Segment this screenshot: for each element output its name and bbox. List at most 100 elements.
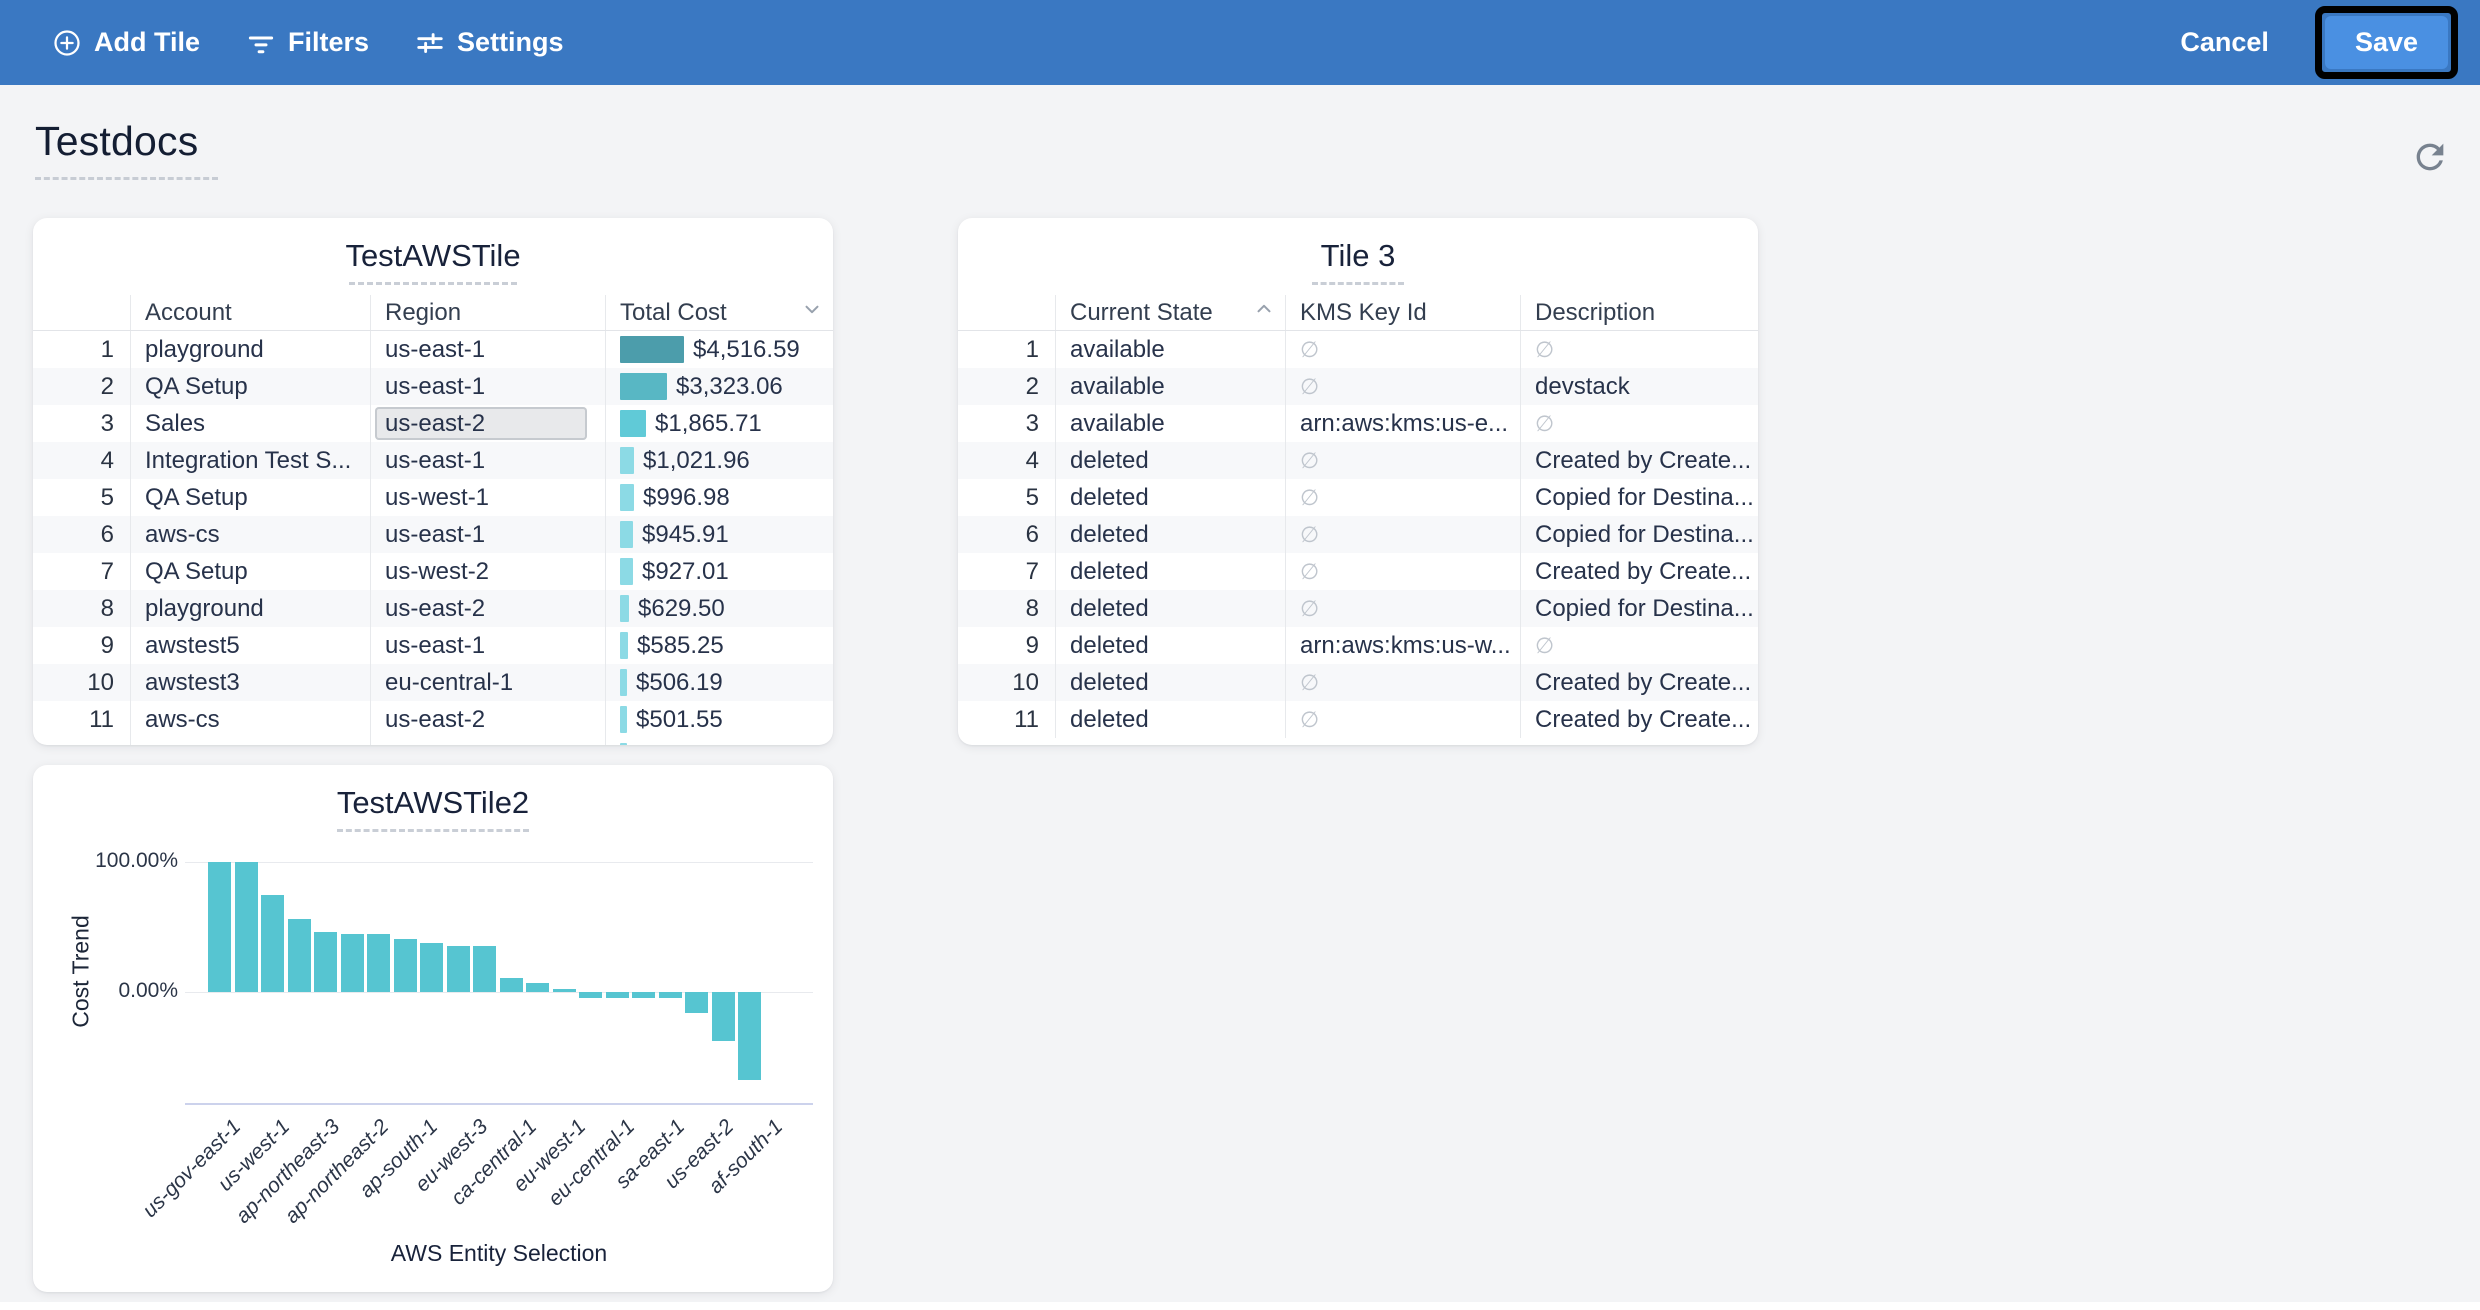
tile-title[interactable]: TestAWSTile2	[336, 785, 530, 820]
account-cell[interactable]: playground	[130, 590, 370, 627]
region-cell[interactable]: us-east-2	[370, 405, 605, 442]
kms-key-id-cell[interactable]: arn:aws:kms:us-w...	[1285, 627, 1520, 664]
kms-key-id-cell[interactable]: ∅	[1285, 331, 1520, 368]
kms-key-id-cell[interactable]: ∅	[1285, 664, 1520, 701]
tile-testawstile[interactable]: TestAWSTile Account Region Total Cost 1 play…	[33, 218, 833, 745]
current-state-cell[interactable]: available	[1055, 331, 1285, 368]
bar[interactable]	[446, 945, 470, 992]
total-cost-cell[interactable]: $1,021.96	[605, 442, 833, 479]
column-header-description[interactable]: Description	[1520, 295, 1758, 330]
account-cell[interactable]: awstest3	[130, 664, 370, 701]
region-cell[interactable]: us-east-1	[370, 331, 605, 368]
total-cost-cell[interactable]: $927.01	[605, 553, 833, 590]
total-cost-cell[interactable]: $996.98	[605, 479, 833, 516]
region-cell[interactable]: us-west-2	[370, 553, 605, 590]
account-cell[interactable]: QA Setup	[130, 479, 370, 516]
account-cell[interactable]: awstest5	[130, 627, 370, 664]
total-cost-cell[interactable]: $501.55	[605, 701, 833, 738]
kms-key-id-cell[interactable]: ∅	[1285, 590, 1520, 627]
description-cell[interactable]: ∅	[1520, 627, 1758, 664]
account-cell[interactable]: Integration Test S...	[130, 442, 370, 479]
column-header-current-state[interactable]: Current State	[1055, 295, 1285, 330]
bar[interactable]	[261, 895, 284, 992]
description-cell[interactable]: ∅	[1520, 331, 1758, 368]
total-cost-cell[interactable]: $585.25	[605, 627, 833, 664]
tile-title[interactable]: TestAWSTile	[345, 238, 521, 273]
kms-key-id-cell[interactable]: ∅	[1285, 516, 1520, 553]
tile-testawstile2[interactable]: TestAWSTile2 100.00% 0.00% Cost Trend us-go…	[33, 765, 833, 1292]
description-cell[interactable]: Created by Create...	[1520, 664, 1758, 701]
region-cell[interactable]: eu-central-1	[370, 664, 605, 701]
cancel-button[interactable]: Cancel	[2174, 26, 2275, 59]
page-title[interactable]: Testdocs	[35, 118, 199, 164]
account-cell[interactable]: playground	[130, 331, 370, 368]
region-cell[interactable]: us-east-1	[370, 627, 605, 664]
current-state-cell[interactable]: deleted	[1055, 516, 1285, 553]
description-cell[interactable]: Copied for Destina...	[1520, 479, 1758, 516]
bar[interactable]	[738, 992, 761, 1080]
tile-title[interactable]: Tile 3	[1320, 238, 1396, 273]
kms-key-id-cell[interactable]: ∅	[1285, 701, 1520, 738]
total-cost-cell[interactable]: $1,865.71	[605, 405, 833, 442]
refresh-button[interactable]	[2408, 136, 2452, 180]
total-cost-cell[interactable]: $629.50	[605, 590, 833, 627]
bar[interactable]	[393, 938, 417, 992]
selected-cell[interactable]: us-east-2	[375, 407, 587, 440]
bar[interactable]	[234, 862, 258, 992]
bar[interactable]	[526, 982, 549, 992]
account-cell[interactable]: Sales	[130, 405, 370, 442]
bar[interactable]	[208, 862, 231, 992]
current-state-cell[interactable]: deleted	[1055, 627, 1285, 664]
current-state-cell[interactable]: deleted	[1055, 664, 1285, 701]
current-state-cell[interactable]: deleted	[1055, 553, 1285, 590]
kms-key-id-cell[interactable]: ∅	[1285, 479, 1520, 516]
total-cost-cell[interactable]: $506.19	[605, 664, 833, 701]
add-tile-button[interactable]: Add Tile	[52, 27, 200, 58]
bar[interactable]	[605, 992, 629, 998]
current-state-cell[interactable]: available	[1055, 405, 1285, 442]
kms-key-id-cell[interactable]: arn:aws:kms:us-e...	[1285, 405, 1520, 442]
bar[interactable]	[552, 989, 576, 992]
total-cost-cell[interactable]: $945.91	[605, 516, 833, 553]
region-cell[interactable]: us-east-1	[370, 442, 605, 479]
bar[interactable]	[499, 978, 523, 992]
region-cell[interactable]: us-east-1	[370, 516, 605, 553]
total-cost-cell[interactable]: $3,323.06	[605, 368, 833, 405]
account-cell[interactable]: aws-cs	[130, 701, 370, 738]
description-cell[interactable]: devstack	[1520, 368, 1758, 405]
bar[interactable]	[420, 943, 443, 992]
column-header-kms-key-id[interactable]: KMS Key Id	[1285, 295, 1520, 330]
bar[interactable]	[711, 992, 735, 1042]
region-cell[interactable]: us-east-2	[370, 590, 605, 627]
bar[interactable]	[579, 992, 602, 998]
bar[interactable]	[658, 992, 682, 998]
tile-tile3[interactable]: Tile 3 Current State KMS Key Id Descriptio…	[958, 218, 1758, 745]
description-cell[interactable]: Created by Create...	[1520, 442, 1758, 479]
description-cell[interactable]: ∅	[1520, 405, 1758, 442]
bar[interactable]	[632, 992, 655, 998]
current-state-cell[interactable]: available	[1055, 368, 1285, 405]
kms-key-id-cell[interactable]: ∅	[1285, 442, 1520, 479]
bar[interactable]	[473, 945, 496, 992]
region-cell[interactable]: us-east-1	[370, 368, 605, 405]
current-state-cell[interactable]: deleted	[1055, 590, 1285, 627]
bar[interactable]	[367, 933, 390, 992]
current-state-cell[interactable]: deleted	[1055, 701, 1285, 738]
region-cell[interactable]: us-east-2	[370, 701, 605, 738]
column-header-account[interactable]: Account	[130, 295, 370, 330]
kms-key-id-cell[interactable]: ∅	[1285, 553, 1520, 590]
column-header-total-cost[interactable]: Total Cost	[605, 295, 833, 330]
region-cell[interactable]: us-west-1	[370, 479, 605, 516]
account-cell[interactable]: QA Setup	[130, 553, 370, 590]
save-button[interactable]: Save	[2324, 16, 2448, 69]
bar[interactable]	[314, 931, 337, 992]
description-cell[interactable]: Created by Create...	[1520, 553, 1758, 590]
description-cell[interactable]: Copied for Destina...	[1520, 516, 1758, 553]
bar[interactable]	[685, 992, 708, 1013]
kms-key-id-cell[interactable]: ∅	[1285, 368, 1520, 405]
current-state-cell[interactable]: deleted	[1055, 479, 1285, 516]
bar[interactable]	[340, 934, 364, 992]
description-cell[interactable]: Copied for Destina...	[1520, 590, 1758, 627]
total-cost-cell[interactable]: $4,516.59	[605, 331, 833, 368]
current-state-cell[interactable]: deleted	[1055, 442, 1285, 479]
